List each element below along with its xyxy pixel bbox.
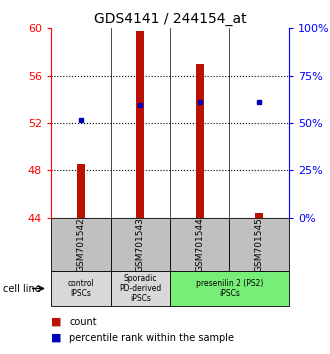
Title: GDS4141 / 244154_at: GDS4141 / 244154_at — [94, 12, 246, 26]
Text: cell line: cell line — [3, 284, 41, 293]
Bar — [111, 218, 170, 271]
Text: GSM701545: GSM701545 — [254, 217, 264, 272]
Text: presenilin 2 (PS2)
iPSCs: presenilin 2 (PS2) iPSCs — [196, 279, 263, 298]
Bar — [255, 213, 263, 218]
Bar — [111, 271, 170, 306]
Text: count: count — [69, 317, 97, 327]
Text: Sporadic
PD-derived
iPSCs: Sporadic PD-derived iPSCs — [119, 274, 161, 303]
Text: control
IPSCs: control IPSCs — [67, 279, 94, 298]
Text: percentile rank within the sample: percentile rank within the sample — [69, 333, 234, 343]
Bar — [136, 31, 144, 218]
Bar — [170, 218, 229, 271]
Text: GSM701542: GSM701542 — [76, 217, 85, 272]
Bar — [229, 218, 289, 271]
Bar — [77, 165, 85, 218]
Bar — [51, 218, 111, 271]
Text: ■: ■ — [51, 317, 62, 327]
Bar — [196, 64, 204, 218]
Text: GSM701544: GSM701544 — [195, 217, 204, 272]
Text: ■: ■ — [51, 333, 62, 343]
Bar — [170, 271, 289, 306]
Text: GSM701543: GSM701543 — [136, 217, 145, 272]
Bar — [51, 271, 111, 306]
